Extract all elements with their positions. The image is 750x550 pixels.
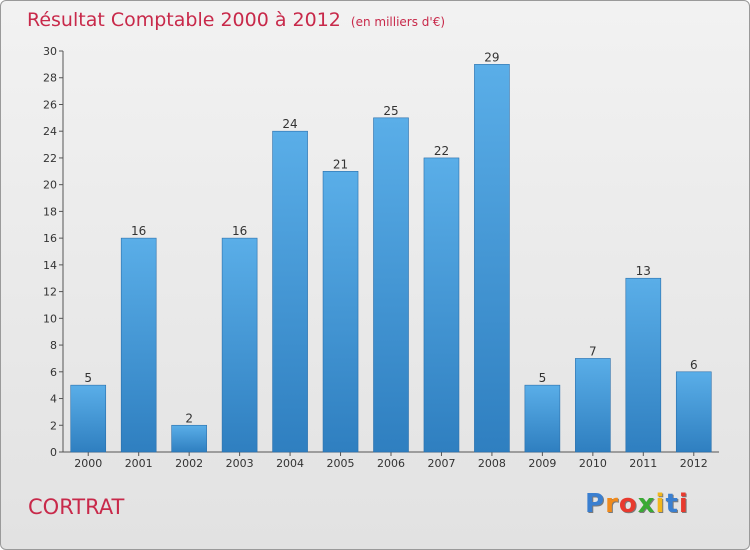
logo-letter: i [678,489,689,519]
x-tick-label: 2005 [327,457,355,470]
bar-2003 [221,237,258,453]
bar-2008 [474,64,510,453]
bar-2005 [322,171,359,453]
x-tick-label: 2007 [427,457,455,470]
bar-2010 [575,358,611,453]
x-tick-label: 2002 [175,457,203,470]
x-tick-label: 2004 [276,457,304,470]
y-tick-label: 16 [43,232,57,245]
y-tick-label: 28 [43,72,57,85]
bars [70,64,712,453]
x-tick-label: 2010 [579,457,607,470]
bar-2004 [272,130,308,453]
bar-2006 [373,117,409,453]
bar-2002 [171,424,207,453]
data-label: 21 [333,157,348,171]
data-label: 24 [282,117,297,131]
y-tick-label: 0 [50,446,57,459]
chart-subtitle: (en milliers d'€) [350,15,446,29]
x-tick-label: 2009 [528,457,556,470]
x-tick-label: 2012 [680,457,708,470]
x-tick-label: 2003 [226,457,254,470]
y-tick-label: 12 [43,286,57,299]
data-label: 2 [185,411,193,425]
y-tick-label: 24 [43,125,57,138]
bar-2000 [70,384,107,453]
bar-2009 [524,384,561,453]
y-tick-label: 20 [43,179,57,192]
data-label: 5 [539,371,547,385]
logo-letter: P [585,489,606,519]
logo-letter: t [665,489,679,519]
data-label: 25 [383,104,398,118]
data-label: 29 [484,50,499,64]
commune-name: CORTRAT [28,495,125,519]
data-label: 16 [232,224,247,238]
bar-2011 [625,277,662,453]
x-tick-label: 2006 [377,457,405,470]
logo-letter: x [637,489,656,519]
data-label: 7 [589,344,597,358]
chart-title-text: Résultat Comptable 2000 à 2012 [27,9,341,31]
bar-2007 [423,157,460,453]
data-label: 22 [434,144,449,158]
data-label: 5 [84,371,92,385]
x-tick-label: 2000 [74,457,102,470]
y-tick-label: 26 [43,98,57,111]
x-tick-label: 2008 [478,457,506,470]
x-tick-label: 2001 [125,457,153,470]
data-label: 13 [636,264,651,278]
y-tick-label: 10 [43,312,57,325]
data-label: 16 [131,224,146,238]
y-tick-label: 18 [43,205,57,218]
proxiti-logo[interactable]: Proxiti [585,489,689,519]
tick-labels: 0246810121416182022242628302000520011620… [43,45,708,470]
y-tick-label: 22 [43,152,57,165]
y-tick-label: 14 [43,259,57,272]
logo-letter: o [618,489,638,519]
x-tick-label: 2011 [629,457,657,470]
logo-letter: r [605,489,619,519]
chart-title: Résultat Comptable 2000 à 2012 (en millie… [27,9,445,31]
y-tick-label: 30 [43,45,57,58]
data-label: 6 [690,358,698,372]
logo-letter: i [655,489,666,519]
y-tick-label: 6 [50,366,57,379]
bar-2012 [675,371,712,453]
bar-2001 [120,237,157,453]
y-tick-label: 4 [50,393,57,406]
y-tick-label: 2 [50,419,57,432]
y-tick-label: 8 [50,339,57,352]
